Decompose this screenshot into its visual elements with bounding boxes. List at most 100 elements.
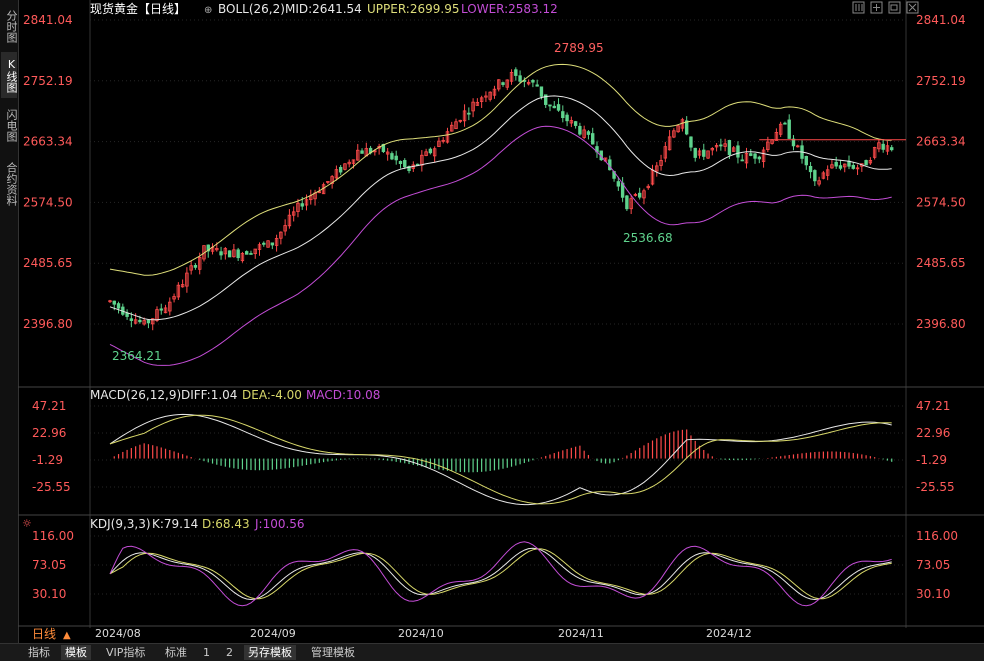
candle-body — [672, 130, 676, 138]
candle-body — [569, 120, 574, 124]
candle-body — [215, 248, 219, 251]
tab-indicators[interactable]: 指标 — [28, 646, 50, 659]
candle-body — [629, 198, 633, 210]
candle-body — [736, 145, 740, 158]
crosshair-icon[interactable] — [870, 1, 883, 14]
candle-body — [744, 153, 749, 164]
candle-body — [890, 147, 894, 151]
tab-intraday-chart[interactable]: 分时图 — [5, 9, 18, 43]
price-axis-label-left: 2841.04 — [23, 13, 73, 27]
candle-body — [253, 248, 257, 255]
candle-body — [539, 86, 544, 97]
candle-body — [168, 301, 172, 312]
candle-body — [257, 244, 262, 250]
macd-axis-label-right: 22.96 — [916, 426, 950, 440]
macd-diff-value: DIFF:1.04 — [181, 388, 237, 402]
candle-body — [796, 145, 800, 148]
restore-icon[interactable] — [888, 1, 901, 14]
candle-body — [304, 199, 309, 206]
candle-body — [227, 250, 232, 258]
candle-body — [783, 122, 787, 125]
candle-body — [749, 153, 753, 156]
kdj-pane: 116.00 116.00 73.05 73.05 30.10 30.10 — [32, 529, 958, 607]
close-icon[interactable] — [906, 1, 919, 14]
tab-standard[interactable]: 标准 — [165, 646, 187, 659]
candle-body — [753, 153, 757, 159]
macd-axis-label-left: 22.96 — [32, 426, 66, 440]
candle-body — [830, 164, 834, 169]
save-template-button[interactable]: 另存模板 — [244, 645, 296, 660]
kdj-settings-icon[interactable]: ☼ — [22, 517, 32, 530]
candle-body — [526, 81, 531, 85]
tab-template-2[interactable]: 2 — [226, 646, 233, 659]
candle-body — [185, 272, 189, 287]
candle-body — [189, 265, 193, 271]
macd-axis-label-left: -1.29 — [32, 453, 63, 467]
candle-body — [646, 185, 650, 189]
candle-body — [146, 319, 151, 324]
candle-body — [172, 296, 176, 300]
candle-body — [497, 79, 501, 90]
candle-body — [855, 167, 860, 170]
candle-body — [616, 181, 621, 187]
candle-body — [535, 84, 539, 87]
chevron-up-icon[interactable]: ▲ — [63, 630, 71, 641]
macd-dea-line — [109, 414, 892, 505]
candle-body — [390, 153, 394, 160]
price-axis-label-left: 2396.80 — [23, 317, 73, 331]
candle-body — [176, 284, 181, 298]
macd-axis-label-left: 47.21 — [32, 399, 66, 413]
price-axis-label-left: 2485.65 — [23, 256, 73, 270]
candle-body — [180, 284, 185, 288]
timeframe-selector[interactable]: 日线 — [32, 627, 56, 641]
kline-chart[interactable]: 现货黄金【日线】 ⊕ BOLL(26,2) MID:2641.54 UPPER:… — [18, 0, 984, 643]
candle-body — [356, 149, 360, 161]
candle-body — [834, 161, 838, 167]
candle-body — [385, 151, 390, 155]
candle-body — [492, 88, 497, 96]
boll-lower-line — [109, 125, 892, 366]
tab-flash-chart[interactable]: 闪电图 — [5, 108, 18, 142]
tab-vip-indicators[interactable]: VIP指标 — [106, 646, 146, 659]
candle-body — [544, 94, 548, 105]
date-label: 2024/12 — [706, 627, 752, 640]
grid-icon[interactable] — [852, 1, 865, 14]
symbol-title: 现货黄金【日线】 — [90, 1, 186, 16]
tab-contract-info[interactable]: 合约资料 — [5, 162, 18, 206]
candle-body — [663, 146, 668, 159]
candle-body — [877, 142, 881, 150]
candle-body — [112, 300, 116, 305]
candle-body — [193, 264, 198, 268]
candle-body — [326, 180, 330, 183]
macd-axis-label-left: -25.55 — [32, 480, 71, 494]
kdj-axis-label-right: 30.10 — [916, 587, 950, 601]
kdj-axis-label-left: 116.00 — [32, 529, 74, 543]
manage-templates-button[interactable]: 管理模板 — [311, 646, 355, 659]
candle-body — [817, 180, 821, 185]
boll-mid-value: MID:2641.54 — [285, 2, 362, 16]
candle-body — [403, 160, 407, 168]
kdj-j-value: J:100.56 — [254, 517, 305, 531]
macd-axis-label-right: -1.29 — [916, 453, 947, 467]
kdj-axis-label-right: 73.05 — [916, 558, 950, 572]
candle-body — [774, 131, 779, 141]
candle-body — [633, 194, 638, 196]
settings-gear-icon[interactable]: ⊕ — [204, 5, 212, 16]
candle-body — [676, 125, 680, 133]
candle-body — [501, 82, 505, 85]
candle-body — [838, 165, 843, 169]
kdj-j-line — [109, 541, 892, 607]
candle-body — [407, 166, 411, 172]
boll-upper-value: UPPER:2699.95 — [367, 2, 459, 16]
macd-dea-value: DEA:-4.00 — [242, 388, 302, 402]
candle-body — [723, 143, 727, 147]
candle-body — [556, 104, 561, 111]
high-price-annotation: 2789.95 — [554, 41, 604, 55]
candle-body — [462, 110, 467, 122]
candle-body — [377, 146, 381, 149]
candle-body — [467, 112, 471, 115]
candle-body — [881, 143, 885, 150]
tab-kline-chart[interactable]: K线图 — [1, 52, 18, 98]
tab-templates[interactable]: 模板 — [61, 645, 91, 660]
tab-template-1[interactable]: 1 — [203, 646, 210, 659]
